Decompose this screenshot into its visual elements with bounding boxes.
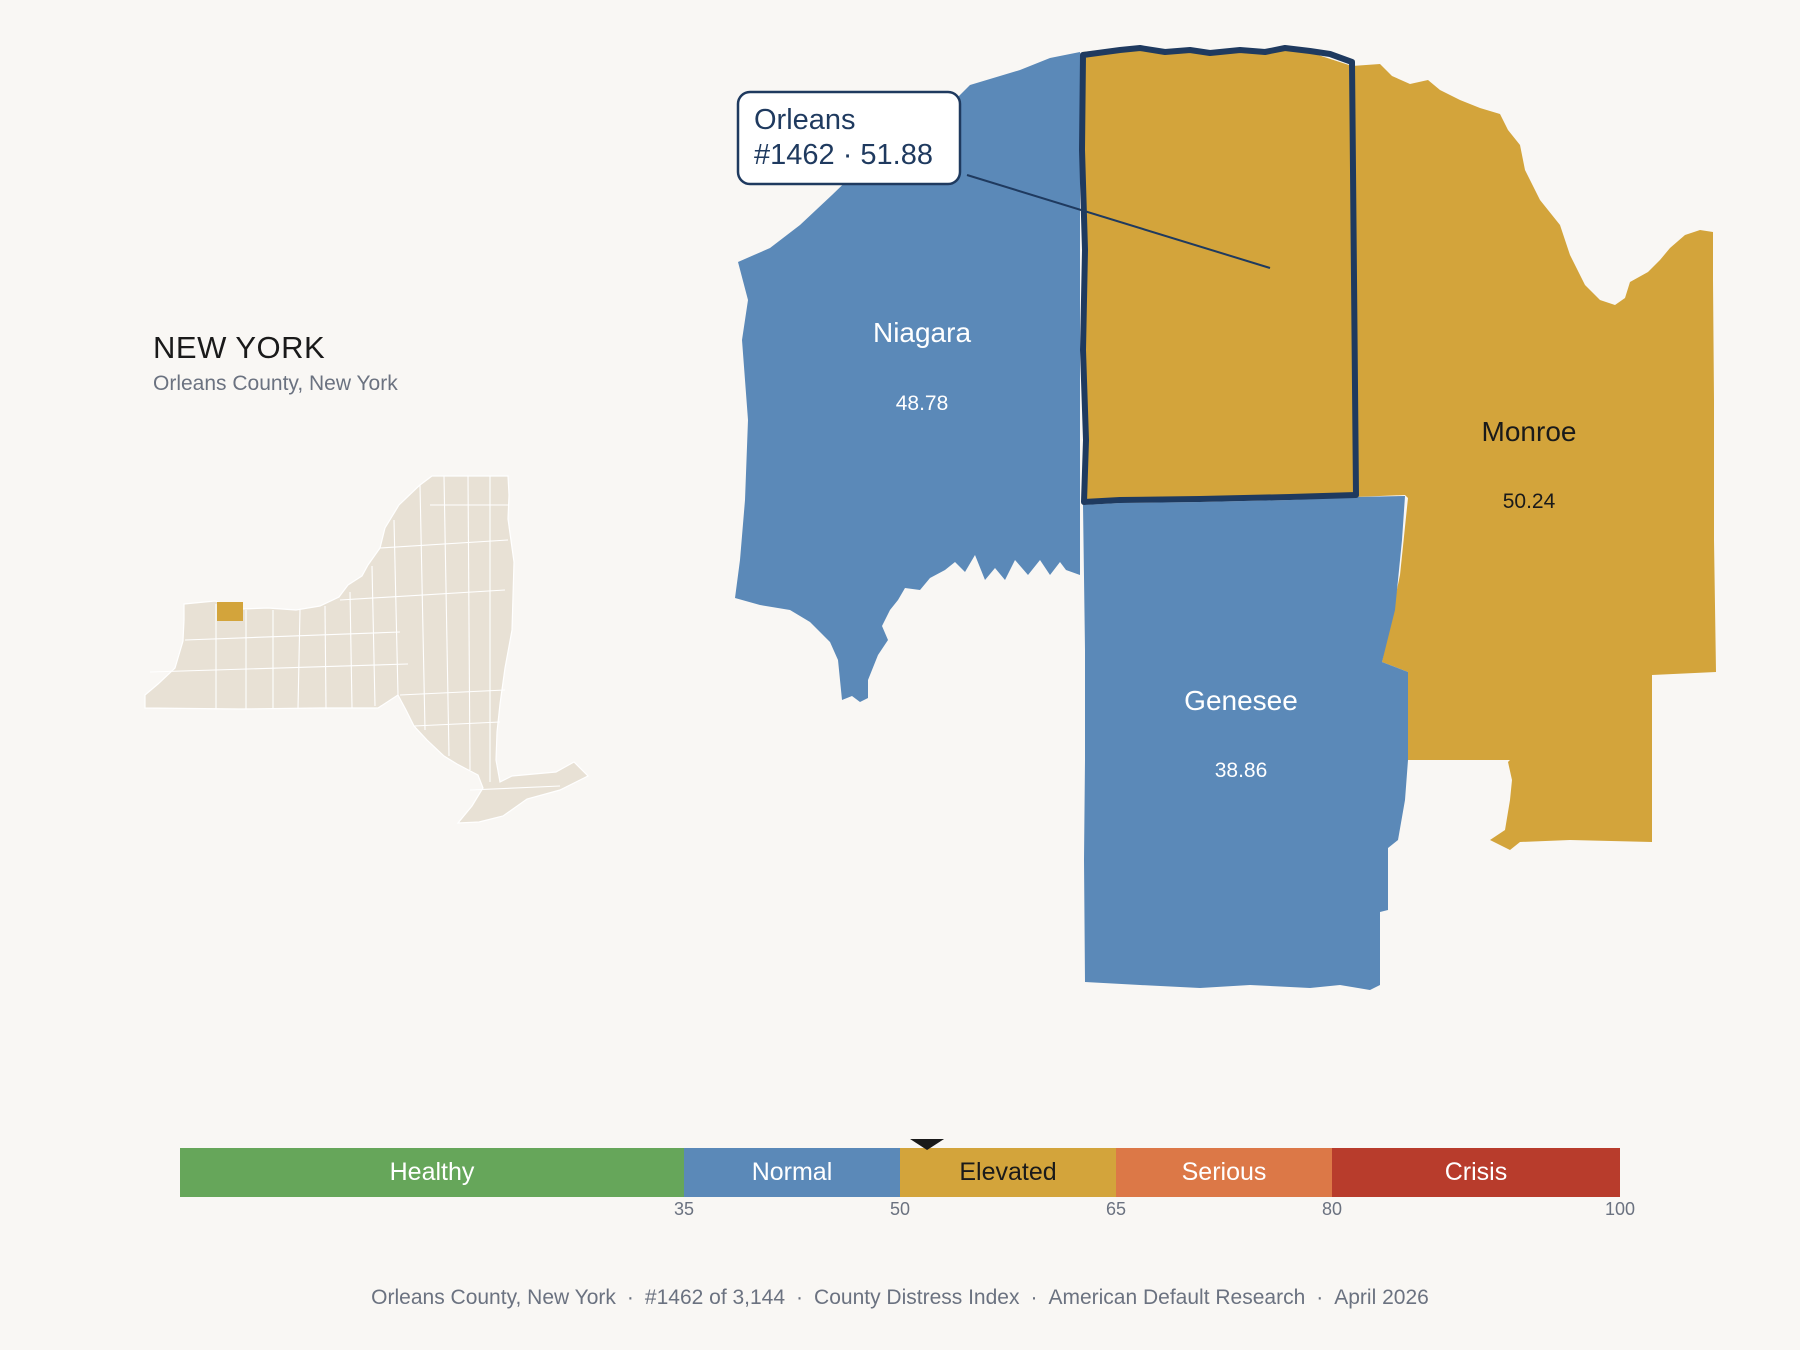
footer-county: Orleans County, New York: [371, 1286, 616, 1309]
scale-tick-label: 65: [1106, 1199, 1126, 1219]
scale-band-label-elevated: Elevated: [959, 1158, 1056, 1186]
scale-tick-label: 50: [890, 1199, 910, 1219]
state-title: NEW YORK: [153, 330, 326, 365]
county-shape-orleans: [1080, 48, 1355, 502]
county-shape-niagara: [735, 52, 1080, 702]
footer-source: American Default Research: [1048, 1286, 1306, 1309]
county-score-genesee: 38.86: [1215, 759, 1268, 782]
county-shape-monroe: [1352, 64, 1716, 850]
scale-band-normal: [684, 1148, 900, 1197]
callout-leader-line: [966, 174, 1271, 269]
callout-county-name: Orleans: [754, 104, 856, 136]
scale-tick-label: 100: [1605, 1199, 1635, 1219]
county-map: Niagara 48.78 Monroe 50.24 Genesee 38.86…: [735, 45, 1716, 990]
scale-band-healthy: [180, 1148, 684, 1197]
scale-tick-label: 80: [1322, 1199, 1342, 1219]
scale-tick-label: 35: [674, 1199, 694, 1219]
scale-band-crisis: [1332, 1148, 1620, 1197]
county-label-niagara: Niagara: [873, 317, 971, 348]
state-subtitle: Orleans County, New York: [153, 372, 398, 395]
county-shape-genesee: [1083, 496, 1408, 990]
ny-county-lines: [149, 475, 561, 791]
county-score-monroe: 50.24: [1503, 490, 1556, 513]
county-score-niagara: 48.78: [896, 392, 949, 415]
scale-band-elevated: [900, 1148, 1116, 1197]
scale-band-label-crisis: Crisis: [1445, 1158, 1508, 1186]
scale-marker-triangle: [910, 1139, 945, 1150]
scale-band-label-normal: Normal: [752, 1158, 833, 1186]
ny-inset-map: [144, 475, 590, 824]
footer-index-name: County Distress Index: [814, 1286, 1020, 1309]
orleans-highlight-outline: [1079, 45, 1359, 505]
scale-band-label-serious: Serious: [1182, 1158, 1267, 1186]
distress-scale-legend: Healthy Normal Elevated Serious Crisis 35 50 65…: [180, 1139, 1635, 1219]
callout-rank-score: #1462 · 51.88: [754, 139, 933, 171]
footer: Orleans County, New York · #1462 of 3,144 ·…: [371, 1286, 1429, 1309]
ny-inset-highlight-orleans: [217, 602, 243, 621]
footer-rank: #1462 of 3,144: [644, 1286, 786, 1309]
scale-band-serious: [1116, 1148, 1332, 1197]
county-label-genesee: Genesee: [1184, 685, 1298, 716]
scale-band-label-healthy: Healthy: [390, 1158, 475, 1186]
ny-state-shape: [144, 475, 590, 824]
callout-box: Orleans #1462 · 51.88: [736, 90, 962, 186]
county-label-monroe: Monroe: [1482, 416, 1577, 447]
footer-date: April 2026: [1334, 1286, 1429, 1309]
